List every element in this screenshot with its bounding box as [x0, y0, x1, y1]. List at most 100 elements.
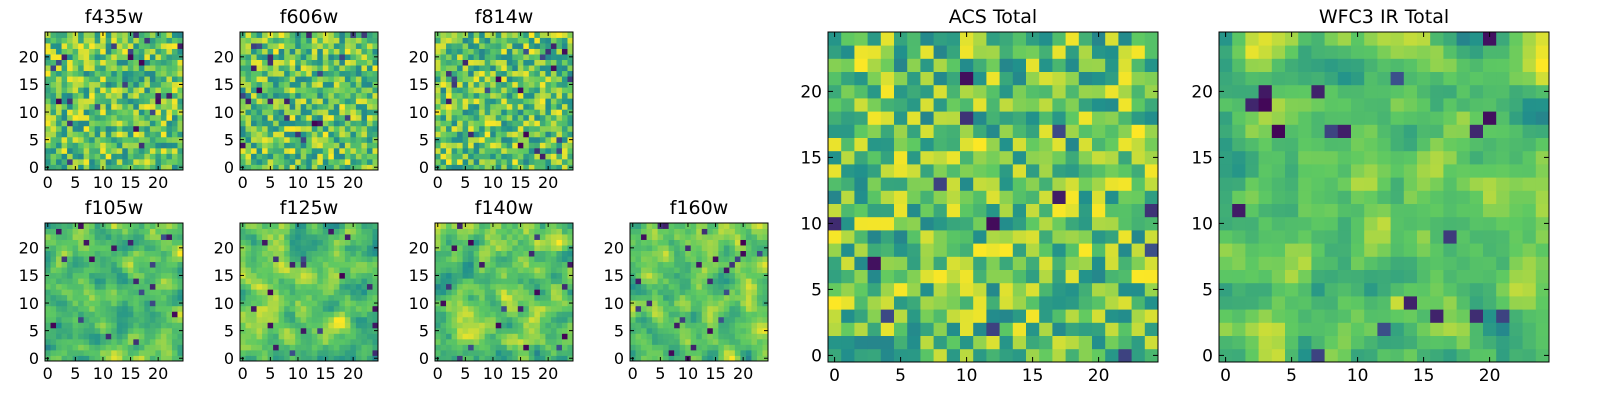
heatmap-cell — [668, 239, 675, 246]
heatmap-cell — [251, 147, 257, 154]
heatmap-cell — [484, 316, 491, 323]
heatmap-cell — [457, 59, 463, 66]
heatmap-cell — [160, 81, 167, 88]
heatmap-cell — [745, 338, 752, 345]
heatmap-cell — [89, 283, 96, 290]
heatmap-cell — [1012, 256, 1027, 270]
heatmap-cell — [894, 309, 908, 323]
heatmap-cell — [435, 43, 441, 49]
heatmap-cell — [457, 355, 463, 362]
heatmap-cell — [1092, 164, 1106, 178]
heatmap-cell — [50, 92, 57, 99]
heatmap-cell — [446, 300, 452, 307]
heatmap-cell — [333, 305, 340, 312]
heatmap-cell — [495, 256, 502, 263]
heatmap-cell — [300, 272, 307, 279]
heatmap-cell — [317, 228, 324, 235]
heatmap-cell — [534, 261, 541, 268]
heatmap-cell — [512, 349, 519, 356]
heatmap-cell — [144, 239, 151, 246]
heatmap-cell — [679, 239, 686, 246]
heatmap-cell — [45, 120, 51, 127]
heatmap-cell — [1118, 335, 1132, 350]
heatmap-cell — [306, 109, 313, 116]
heatmap-cell — [306, 261, 313, 268]
heatmap-cell — [72, 114, 79, 121]
heatmap-cell — [138, 70, 145, 77]
heatmap-cell — [105, 316, 112, 323]
heatmap-cell — [446, 98, 452, 105]
heatmap-cell — [366, 43, 373, 49]
heatmap-cell — [523, 261, 530, 268]
heatmap-cell — [1065, 243, 1080, 257]
heatmap-cell — [630, 322, 636, 329]
heatmap-cell — [56, 142, 62, 149]
heatmap-cell — [1039, 256, 1053, 270]
heatmap-cell — [641, 256, 647, 263]
heatmap-cell — [854, 348, 868, 363]
heatmap-cell — [333, 81, 340, 88]
heatmap-cell — [561, 355, 568, 362]
heatmap-cell — [166, 48, 173, 55]
heatmap-cell — [116, 54, 123, 60]
heatmap-cell — [479, 344, 486, 351]
heatmap-cell — [1131, 322, 1146, 336]
heatmap-cell — [1039, 309, 1053, 323]
heatmap-cell — [528, 333, 535, 340]
heatmap-cell — [100, 245, 107, 251]
heatmap-cell — [166, 261, 173, 268]
heatmap-cell — [344, 327, 351, 334]
heatmap-cell — [89, 48, 96, 55]
heatmap-cell — [679, 311, 686, 318]
heatmap-cell — [166, 153, 173, 160]
heatmap-cell — [361, 120, 368, 127]
heatmap-cell — [149, 349, 156, 356]
heatmap-cell — [300, 153, 307, 160]
heatmap-cell — [556, 228, 563, 235]
heatmap-cell — [523, 344, 530, 351]
heatmap-cell — [561, 103, 568, 110]
heatmap-cell — [171, 300, 178, 307]
heatmap-cell — [245, 228, 252, 235]
heatmap-cell — [446, 283, 452, 290]
heatmap-cell — [534, 228, 541, 235]
heatmap-cell — [251, 311, 257, 318]
heatmap-cell — [446, 327, 452, 334]
heatmap-cell — [446, 267, 452, 274]
heatmap-cell — [67, 256, 73, 263]
heatmap-cell — [1092, 309, 1106, 323]
heatmap-cell — [344, 98, 351, 105]
heatmap-cell — [295, 349, 302, 356]
heatmap-cell — [468, 223, 475, 229]
heatmap-cell — [50, 316, 57, 323]
heatmap-cell — [262, 81, 268, 88]
heatmap-cell — [344, 142, 351, 149]
heatmap-cell — [166, 283, 173, 290]
heatmap-cell — [457, 81, 463, 88]
heatmap-cell — [339, 125, 346, 132]
heatmap-cell — [100, 103, 107, 110]
heatmap-cell — [61, 125, 68, 132]
heatmap-cell — [245, 267, 252, 274]
axes-frame — [239, 222, 379, 362]
heatmap-cell — [534, 153, 541, 160]
heatmap-cell — [177, 87, 184, 94]
heatmap-cell — [83, 355, 90, 362]
heatmap-cell — [674, 267, 681, 274]
heatmap-cell — [506, 136, 513, 143]
heatmap-cell — [828, 190, 842, 204]
heatmap-cell — [674, 228, 681, 235]
heatmap-cell — [72, 81, 79, 88]
heatmap-cell — [657, 333, 664, 340]
heatmap-cell — [685, 239, 692, 246]
heatmap-cell — [256, 294, 263, 301]
heatmap-cell — [355, 294, 362, 301]
heatmap-cell — [539, 355, 546, 362]
heatmap-cell — [166, 131, 173, 138]
heatmap-cell — [122, 278, 129, 285]
heatmap-cell — [355, 223, 362, 229]
y-tick: 10 — [19, 103, 183, 122]
heatmap-cell — [366, 278, 373, 285]
heatmap-cell — [322, 239, 329, 246]
heatmap-cell — [446, 355, 452, 362]
